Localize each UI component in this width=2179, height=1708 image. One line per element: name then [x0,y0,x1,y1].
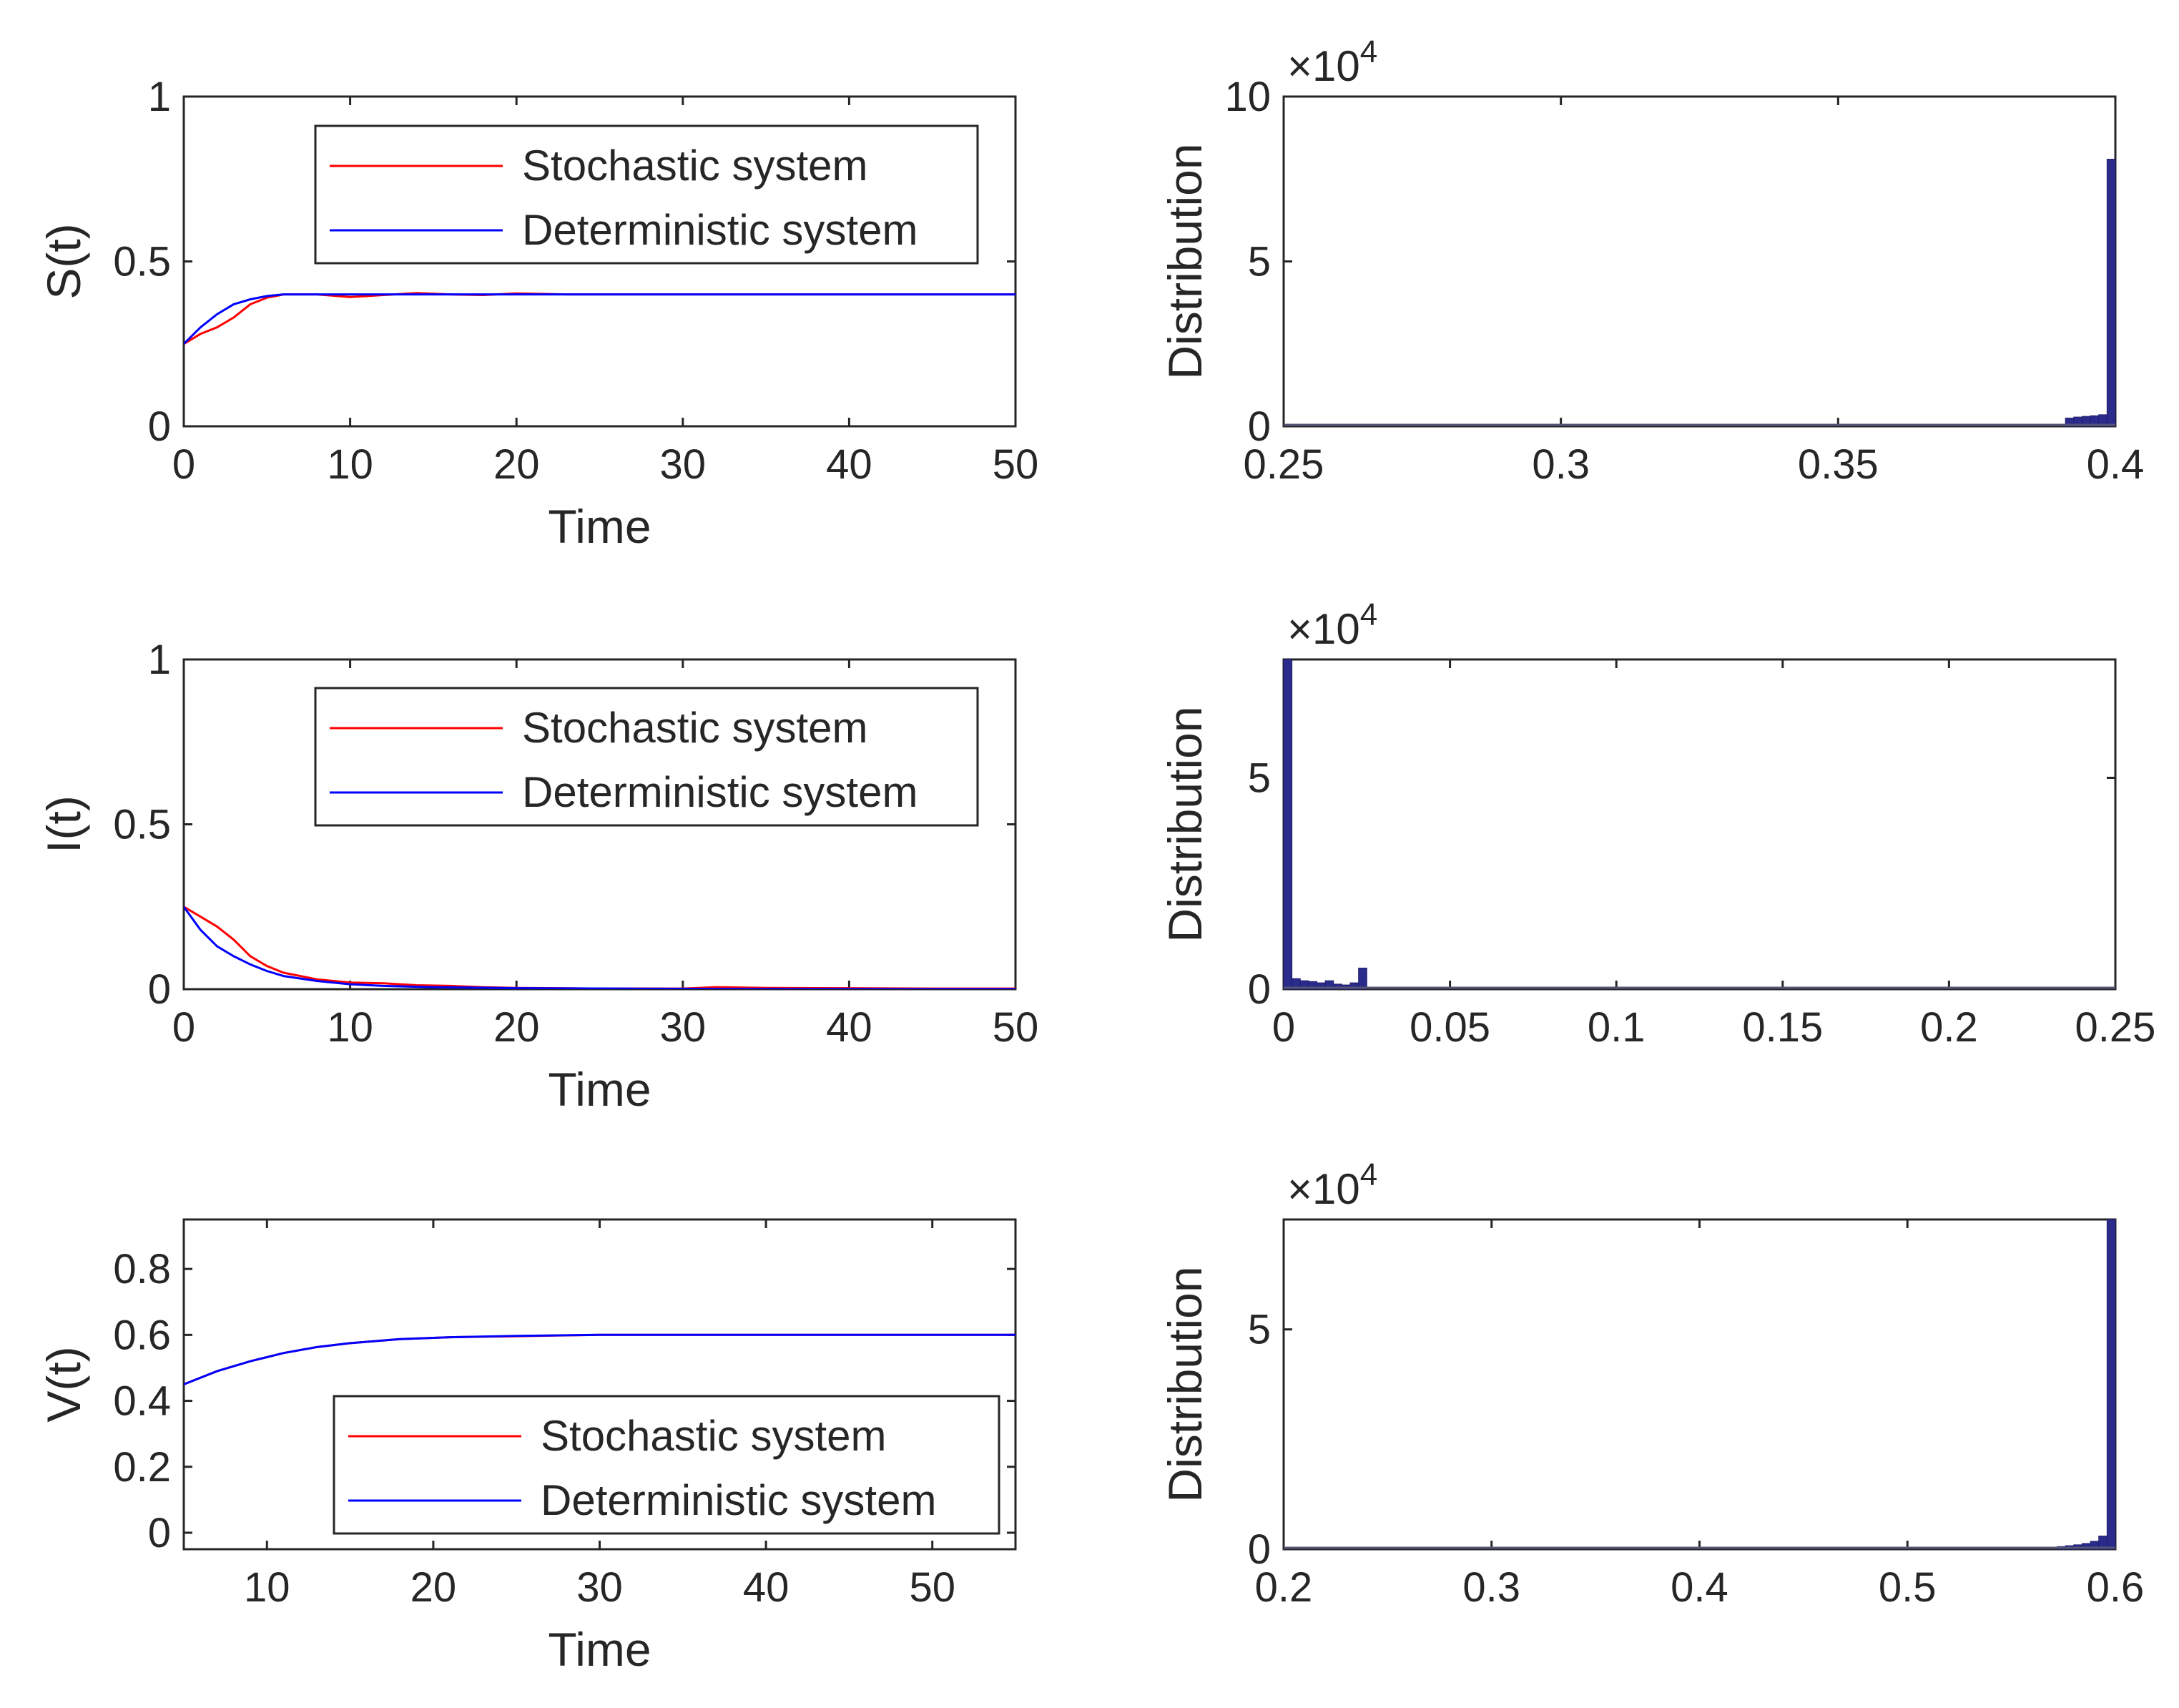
x-tick-label: 10 [327,1004,373,1051]
y-tick-label: 0.2 [113,1444,171,1491]
deterministic-series-line [184,905,1015,989]
x-tick-label: 20 [493,1004,540,1051]
legend: Stochastic system Deterministic system [314,687,979,827]
y-tick-label: 5 [1248,755,1271,801]
x-tick-label: 40 [826,441,872,488]
y-tick-label: 0.5 [113,239,171,285]
x-tick-label: 0.25 [2075,1004,2156,1051]
x-tick-label: 0.1 [1588,1004,1646,1051]
y-tick-label: 0.4 [113,1378,171,1425]
x-tick-label: 0.4 [1671,1564,1728,1611]
histogram-bar [1358,967,1367,990]
y-tick-label: 10 [1224,74,1271,120]
x-tick-label: 30 [660,441,707,488]
x-tick-label: 10 [244,1564,290,1611]
x-tick-label: 0 [1272,1004,1295,1051]
axis-exponent: ×104 [1287,34,1377,90]
x-tick-label: 0.2 [1920,1004,1978,1051]
legend-entry-label: Stochastic system [541,1412,887,1460]
legend-entry-label: Stochastic system [522,704,868,752]
x-tick-label: 50 [909,1564,955,1611]
y-axis-label: Distribution [1159,1266,1211,1502]
y-tick-label: 0.6 [113,1312,171,1358]
x-tick-label: 50 [993,1004,1039,1051]
axes-box [1282,658,2117,991]
histogram-bar [1283,659,1293,990]
y-tick-label: 0 [1248,966,1271,1013]
y-axis-label: S(t) [37,223,90,299]
x-tick-label: 20 [410,1564,457,1611]
panel-V_time: 10 20 30 40 50 0 0.2 0.4 0.6 0.8 Time V(t) Stochasti… [37,1218,1017,1676]
panel-S_time: 0 10 20 30 40 50 0 0.5 1 Time S(t) Stochastic syste… [37,74,1038,553]
y-tick-label: 1 [148,637,171,683]
y-tick-label: 0.8 [113,1246,171,1292]
x-tick-label: 30 [660,1004,707,1051]
x-tick-label: 0.3 [1532,441,1590,488]
x-tick-label: 50 [993,441,1039,488]
x-axis-label: Time [548,1063,651,1116]
x-axis-label: Time [548,1623,651,1676]
x-tick-label: 0.4 [2087,441,2145,488]
x-tick-label: 40 [826,1004,872,1051]
axis-exponent-power: 4 [1360,1157,1377,1192]
x-tick-label: 0.05 [1410,1004,1490,1051]
panel-I_time: 0 10 20 30 40 50 0 0.5 1 Time I(t) Stochastic syste… [37,637,1038,1116]
deterministic-series-line [184,293,1015,345]
x-tick-label: 0.25 [1244,441,1324,488]
legend-entry-label: Stochastic system [522,142,868,190]
legend-entry-label: Deterministic system [541,1476,936,1524]
histogram-bar [2106,159,2116,427]
y-tick-label: 5 [1248,1307,1271,1353]
histogram-bar [2106,1219,2116,1550]
y-tick-label: 0 [1248,403,1271,450]
stochastic-series-line [184,905,1015,989]
y-axis-label: I(t) [37,795,90,853]
x-tick-label: 0.2 [1255,1564,1313,1611]
y-tick-label: 0 [148,403,171,450]
legend: Stochastic system Deterministic system [314,124,979,265]
legend-entry-label: Deterministic system [522,206,918,254]
y-axis-label: V(t) [37,1346,90,1422]
legend: Stochastic system Deterministic system [333,1395,1000,1535]
x-tick-label: 0.3 [1462,1564,1520,1611]
legend-box [314,687,979,827]
x-tick-label: 0 [172,441,195,488]
y-tick-label: 0.5 [113,802,171,848]
y-axis-label: Distribution [1159,143,1211,379]
x-tick-label: 40 [743,1564,790,1611]
x-axis-label: Time [548,500,651,553]
axes-box [1282,1218,2117,1551]
x-tick-label: 0.5 [1879,1564,1937,1611]
axes-box [1282,95,2117,428]
legend-box [314,124,979,265]
x-tick-label: 0 [172,1004,195,1051]
legend-entry-label: Deterministic system [522,768,918,816]
panel-S_hist: 0.25 0.3 0.35 0.4 0 5 10 Distribution ×104 [1159,34,2144,488]
axis-exponent-power: 4 [1360,597,1377,632]
y-tick-label: 1 [148,74,171,120]
y-tick-label: 0 [148,1510,171,1556]
x-tick-label: 10 [327,441,373,488]
y-tick-label: 5 [1248,239,1271,285]
y-tick-label: 0 [1248,1526,1271,1573]
x-tick-label: 30 [576,1564,623,1611]
x-tick-label: 0.6 [2087,1564,2145,1611]
x-tick-label: 20 [493,441,540,488]
legend-box [333,1395,1000,1535]
x-tick-label: 0.35 [1798,441,1879,488]
y-tick-label: 0 [148,966,171,1013]
deterministic-series-line [184,1333,1015,1385]
y-axis-label: Distribution [1159,706,1211,942]
axis-exponent-power: 4 [1360,34,1377,69]
x-tick-label: 0.15 [1742,1004,1823,1051]
